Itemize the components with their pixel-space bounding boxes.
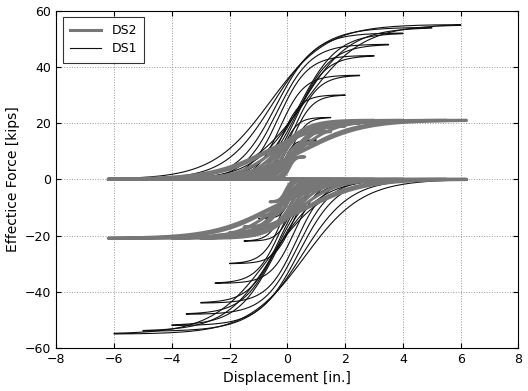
X-axis label: Displacement [in.]: Displacement [in.] bbox=[223, 371, 351, 386]
Legend: DS2, DS1: DS2, DS1 bbox=[63, 17, 144, 63]
Y-axis label: Effectice Force [kips]: Effectice Force [kips] bbox=[6, 106, 20, 252]
